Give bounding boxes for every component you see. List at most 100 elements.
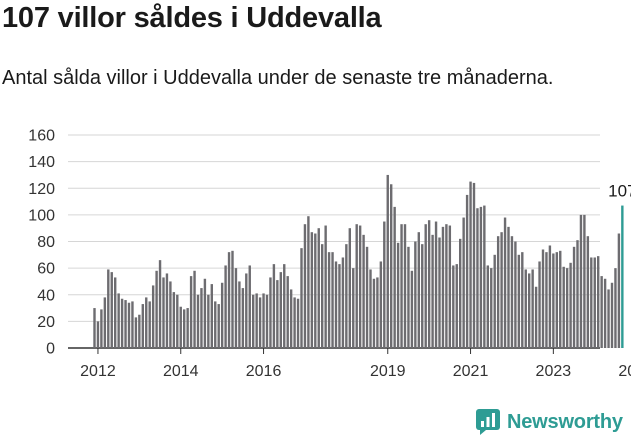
bar xyxy=(427,220,431,348)
bar xyxy=(248,265,251,348)
x-tick-label: 2025 xyxy=(618,363,631,380)
bar xyxy=(358,225,362,348)
bar xyxy=(521,252,524,348)
bar xyxy=(169,281,172,348)
brand-logo: Newsworthy xyxy=(476,408,623,436)
bar xyxy=(465,194,469,348)
bar xyxy=(193,270,196,348)
bar xyxy=(383,221,386,348)
bar xyxy=(531,269,534,348)
bar xyxy=(314,233,317,348)
bar xyxy=(434,221,438,348)
bar xyxy=(321,244,324,348)
y-tick-label: 0 xyxy=(46,341,55,358)
y-tick-label: 140 xyxy=(28,154,55,171)
bar xyxy=(431,234,434,348)
y-axis: 0 20 40 60 80 100 120 140 160 xyxy=(28,128,55,358)
bar xyxy=(145,297,148,348)
bar xyxy=(138,314,141,348)
bar xyxy=(265,294,269,348)
bar xyxy=(600,276,603,348)
bar xyxy=(569,262,572,348)
bar-latest xyxy=(621,205,624,348)
bar xyxy=(120,298,124,348)
bar xyxy=(231,250,234,348)
bar xyxy=(393,206,396,348)
bar xyxy=(507,226,510,348)
bar xyxy=(572,246,576,348)
bar xyxy=(272,264,276,348)
bar xyxy=(565,268,569,349)
bar xyxy=(134,317,138,348)
bar xyxy=(176,294,179,348)
bar xyxy=(183,309,186,348)
bar xyxy=(452,265,455,348)
bar xyxy=(586,236,590,348)
bar xyxy=(310,232,314,348)
bar xyxy=(496,236,500,348)
bar xyxy=(376,277,379,348)
bar xyxy=(483,205,486,348)
bar xyxy=(286,276,289,348)
bar xyxy=(486,265,489,348)
x-tick-label: 2014 xyxy=(163,363,199,380)
bar xyxy=(414,241,417,348)
y-tick-label: 100 xyxy=(28,207,55,224)
bar xyxy=(327,252,331,348)
bar xyxy=(107,269,110,348)
bar xyxy=(151,285,155,348)
bar xyxy=(262,293,265,348)
bar xyxy=(493,254,496,348)
bar xyxy=(479,206,483,348)
bar xyxy=(114,277,117,348)
bar xyxy=(100,309,103,348)
bar xyxy=(579,214,583,349)
bar xyxy=(289,289,293,348)
bar xyxy=(172,292,176,348)
bar-series xyxy=(93,174,624,349)
bar xyxy=(283,264,286,348)
bar xyxy=(417,232,420,348)
annotations: 107 xyxy=(608,182,631,201)
bar xyxy=(238,281,241,348)
x-tick-label: 2016 xyxy=(246,363,282,380)
bar xyxy=(614,268,617,349)
bar xyxy=(603,278,607,348)
bar xyxy=(410,270,414,348)
x-tick-label: 2019 xyxy=(370,363,406,380)
bar xyxy=(227,252,231,348)
bar xyxy=(517,254,521,348)
bar xyxy=(538,261,541,348)
bar xyxy=(331,252,334,348)
bar xyxy=(93,308,96,348)
y-tick-label: 20 xyxy=(37,314,55,331)
bar xyxy=(103,297,107,348)
bar xyxy=(462,217,465,348)
bar xyxy=(131,301,134,348)
bar xyxy=(355,224,358,348)
bar xyxy=(390,184,393,348)
bar xyxy=(524,269,527,348)
bar xyxy=(207,294,210,348)
bar xyxy=(345,244,348,348)
bar xyxy=(396,242,400,348)
bar xyxy=(162,277,165,348)
bar xyxy=(165,273,169,348)
bar xyxy=(300,248,303,348)
bar xyxy=(562,266,565,348)
bar xyxy=(214,301,217,348)
bar xyxy=(597,256,600,348)
bar xyxy=(576,240,579,348)
bar xyxy=(379,261,383,348)
bar xyxy=(234,268,238,349)
latest-value-label: 107 xyxy=(608,182,631,201)
bar xyxy=(224,265,227,348)
bar xyxy=(276,280,279,348)
bar xyxy=(583,214,586,349)
bar xyxy=(148,301,151,348)
bar xyxy=(400,224,403,348)
bar xyxy=(593,257,596,348)
bar xyxy=(421,244,424,348)
bar xyxy=(124,300,127,348)
bar xyxy=(158,260,162,348)
